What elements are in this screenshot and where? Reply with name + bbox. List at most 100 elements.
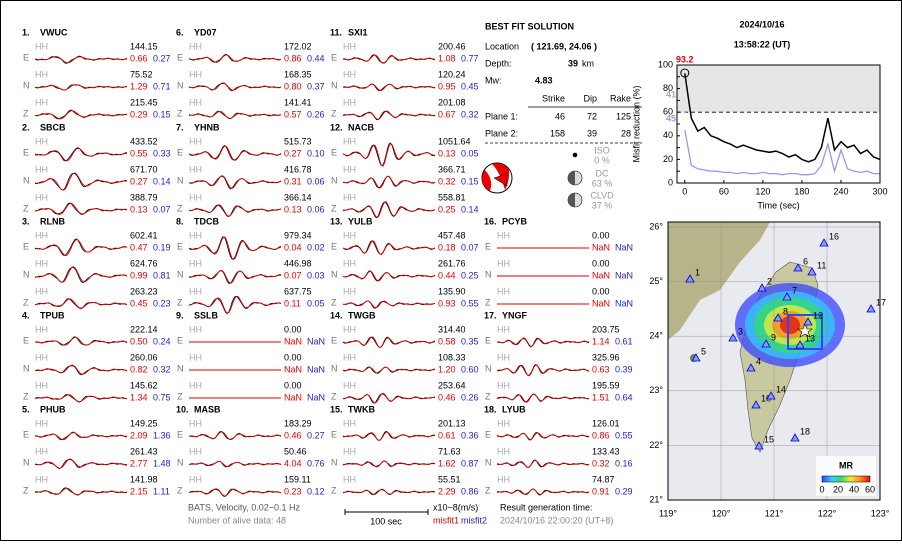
misfit1: NaN — [284, 364, 302, 374]
station-number: 15. — [330, 404, 343, 414]
misfit2: 0.60 — [461, 364, 479, 374]
channel: HH — [497, 474, 510, 484]
misfit1: 0.31 — [284, 176, 302, 186]
component: Z — [331, 485, 337, 495]
component: Z — [23, 391, 29, 401]
component: N — [177, 269, 184, 279]
map-y-label: 25° — [649, 276, 663, 286]
misfit2: 0.32 — [461, 109, 479, 119]
synthetic-wave — [496, 459, 590, 468]
component: E — [485, 241, 491, 251]
misfit1: 0.32 — [438, 176, 456, 186]
channel: HH — [343, 324, 356, 334]
misfit2: 0.14 — [461, 204, 479, 214]
amplitude: 515.73 — [284, 136, 312, 146]
channel: HH — [189, 230, 202, 240]
channel: HH — [497, 286, 510, 296]
channel: HH — [497, 352, 510, 362]
time: 13:58:22 (UT) — [734, 39, 791, 49]
channel: HH — [343, 286, 356, 296]
misfit2: NaN — [615, 242, 633, 252]
channel: HH — [35, 418, 48, 428]
channel: HH — [497, 258, 510, 268]
plane-header: Rake — [610, 93, 631, 103]
misfit1: 0.57 — [284, 109, 302, 119]
station-number: 16. — [484, 216, 497, 226]
synthetic-wave — [496, 432, 590, 441]
channel: HH — [497, 380, 510, 390]
synthetic-wave — [188, 431, 282, 441]
synthetic-wave — [34, 394, 127, 403]
y-tick-label: 80 — [663, 83, 673, 93]
synthetic-wave — [342, 54, 436, 64]
plane-value: 39 — [587, 128, 597, 138]
synthetic-wave — [342, 366, 436, 374]
component: Z — [177, 297, 183, 307]
component: Z — [485, 485, 491, 495]
plane-value: 125 — [616, 111, 631, 121]
plane-header: Dip — [583, 93, 597, 103]
misfit2: 0.44 — [307, 53, 325, 63]
channel: HH — [343, 164, 356, 174]
amplitude: 388.79 — [130, 192, 158, 202]
amplitude: 126.01 — [592, 418, 620, 428]
amplitude: 74.87 — [592, 474, 615, 484]
map-x-label: 120° — [712, 508, 731, 518]
misfit2: NaN — [307, 336, 325, 346]
misfit1: 0.23 — [284, 486, 302, 496]
channel: HH — [343, 230, 356, 240]
station-number: 9. — [176, 310, 184, 320]
misfit2: 0.15 — [461, 176, 479, 186]
station-number: 1. — [22, 27, 30, 37]
synthetic-wave — [342, 270, 436, 282]
misfit2: 0.26 — [461, 392, 479, 402]
amplitude: 1051.64 — [438, 136, 471, 146]
peak-marker — [680, 68, 690, 78]
misfit2: 0.16 — [615, 458, 633, 468]
colorbar-tick: 40 — [849, 484, 859, 494]
misfit1: 2.77 — [130, 458, 148, 468]
station-name: LYUB — [502, 404, 526, 414]
channel: HH — [189, 418, 202, 428]
channel: HH — [35, 192, 48, 202]
epicenter-box — [787, 314, 823, 350]
synthetic-wave — [496, 337, 590, 347]
result-time: 2024/10/16 22:00:20 (UT+8) — [500, 515, 613, 525]
colorbar-tick: 60 — [865, 484, 875, 494]
misfit2: 0.61 — [615, 336, 633, 346]
plane-label: Plane 2: — [485, 128, 518, 138]
mini-ball — [572, 152, 578, 158]
misfit2: 0.39 — [615, 364, 633, 374]
synthetic-wave — [188, 236, 282, 261]
channel: HH — [35, 41, 48, 51]
series-line — [684, 129, 880, 176]
amplitude: 366.14 — [284, 192, 312, 202]
component: Z — [23, 485, 29, 495]
misfit2: 1.36 — [153, 430, 171, 440]
amplitude: 0.00 — [592, 286, 610, 296]
y-tick-label: 20 — [663, 154, 673, 164]
station-marker — [766, 391, 776, 400]
synthetic-wave — [496, 488, 590, 496]
component-label: ISO — [594, 145, 610, 155]
misfit1: 1.08 — [438, 53, 456, 63]
station-marker — [754, 441, 764, 450]
synthetic-wave — [496, 393, 590, 403]
channel: HH — [343, 418, 356, 428]
station-marker — [685, 274, 695, 283]
amplitude: 314.40 — [438, 324, 466, 334]
land-mainland — [668, 222, 770, 340]
station-map-label: 17 — [876, 297, 886, 307]
component: Z — [23, 297, 29, 307]
station-number: 12. — [330, 122, 343, 132]
channel: HH — [343, 136, 356, 146]
station-name: SBCB — [40, 122, 66, 132]
synthetic-wave — [34, 432, 128, 441]
amplitude: 263.23 — [130, 286, 158, 296]
amplitude: 0.00 — [284, 324, 302, 334]
component: N — [23, 363, 30, 373]
misfit1: 2.09 — [130, 430, 148, 440]
channel: HH — [35, 97, 48, 107]
misfit2: 0.05 — [307, 298, 325, 308]
misfit1: NaN — [592, 298, 610, 308]
